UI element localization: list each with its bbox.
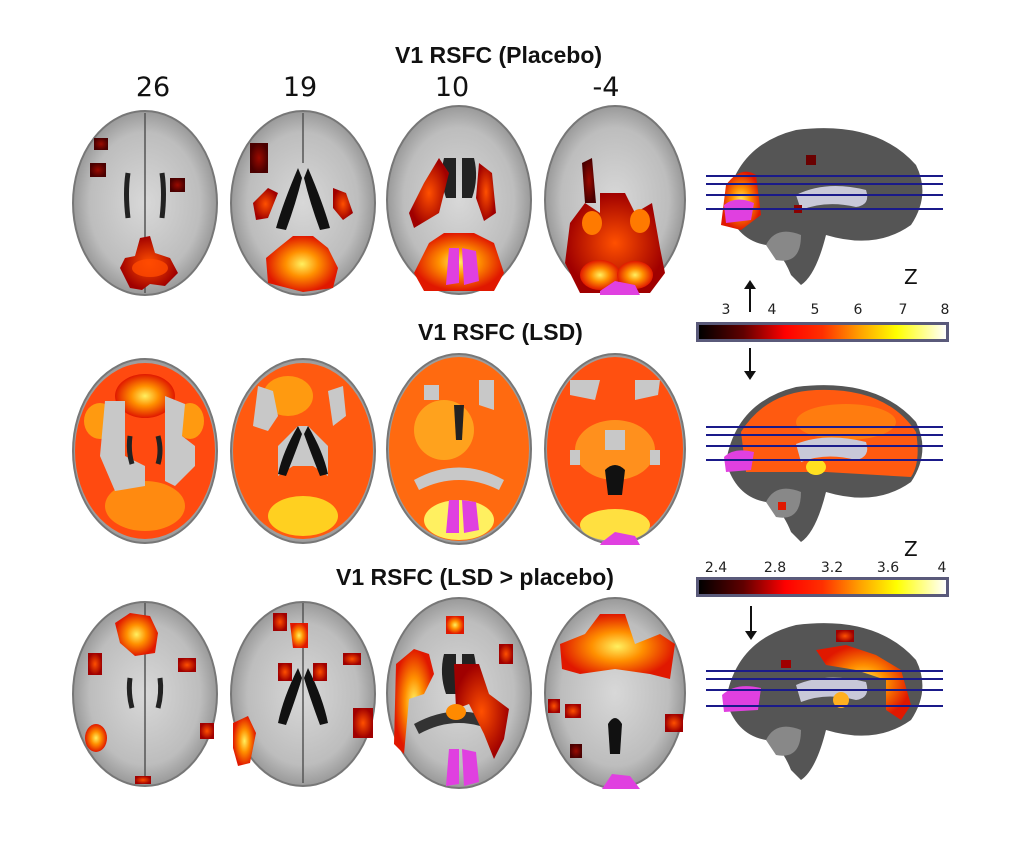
colorbar-2-tick: 2.4 [704,560,728,576]
row-title-placebo: V1 RSFC (Placebo) [395,42,603,68]
colorbar-1-tick: 3 [721,302,731,318]
sagittal-view-placebo [706,115,946,290]
colorbar-2-tick: 3.2 [820,560,844,576]
colorbar-1-tick: 7 [898,302,908,318]
slice-label-19: 19 [282,72,318,103]
slice-label-neg4: -4 [592,72,620,103]
axial-slice-lsd-19 [228,356,378,546]
colorbar-2-tick: 4 [937,560,947,576]
sagittal-view-contrast [706,610,946,785]
arrow-up-icon [744,280,756,312]
colorbar-1-label: Z [904,265,918,289]
colorbar-2-label: Z [904,537,918,561]
axial-slice-contrast-neg4 [540,594,690,792]
colorbar-2 [696,577,949,597]
colorbar-1-tick: 4 [767,302,777,318]
axial-slice-contrast-26 [70,598,220,790]
axial-slice-placebo-26 [70,108,220,298]
axial-slice-placebo-19 [228,108,378,298]
colorbar-1-tick: 8 [940,302,950,318]
axial-slice-contrast-19 [228,598,378,790]
colorbar-1-ticks: 3 4 5 6 7 8 [696,302,950,322]
axial-slice-lsd-10 [384,350,534,548]
arrow-down-icon [745,606,757,640]
slice-label-26: 26 [135,72,171,103]
row-title-lsd: V1 RSFC (LSD) [418,319,583,345]
axial-slice-contrast-10 [384,594,534,792]
axial-slice-lsd-26 [70,356,220,546]
colorbar-1 [696,322,949,342]
colorbar-1-tick: 5 [810,302,820,318]
axial-slice-placebo-neg4 [540,103,690,298]
slice-label-10: 10 [434,72,470,103]
axial-slice-lsd-neg4 [540,350,690,548]
sagittal-view-lsd [706,372,946,547]
arrow-down-icon [744,348,756,380]
colorbar-2-tick: 3.6 [876,560,900,576]
colorbar-1-tick: 6 [853,302,863,318]
row-title-lsd-gt-placebo: V1 RSFC (LSD > placebo) [336,564,614,590]
colorbar-2-ticks: 2.4 2.8 3.2 3.6 4 [696,560,948,580]
colorbar-2-tick: 2.8 [763,560,787,576]
axial-slice-placebo-10 [384,103,534,298]
